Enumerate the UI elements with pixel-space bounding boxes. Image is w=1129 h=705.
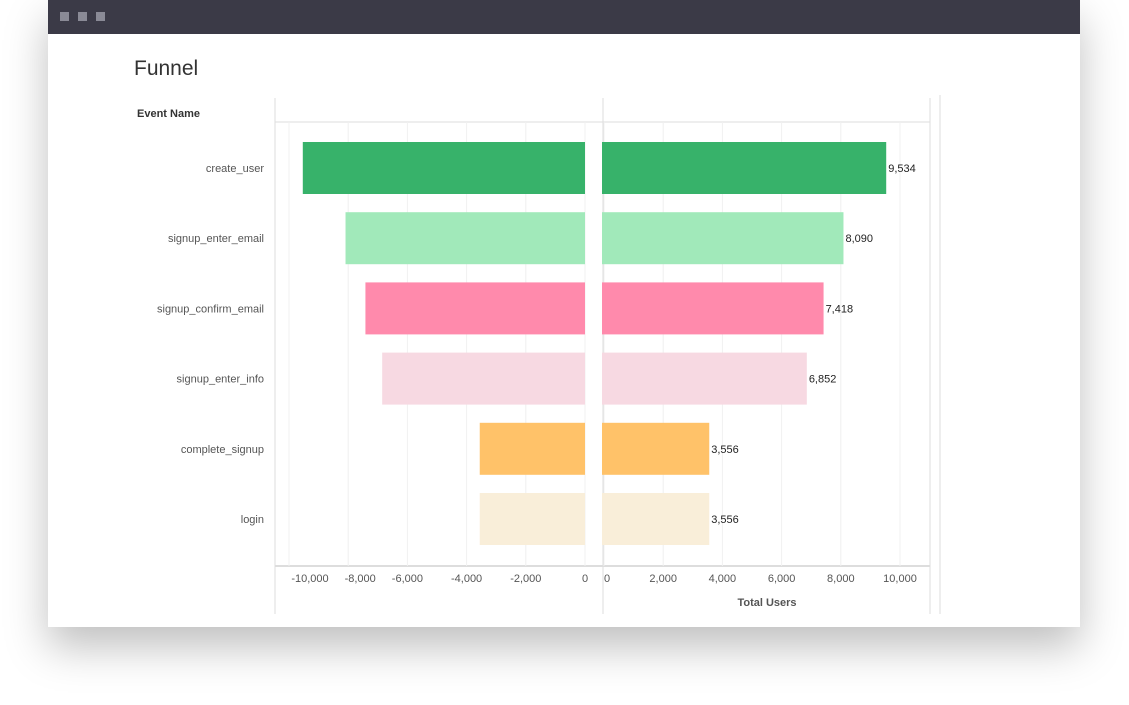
title-bar: [48, 0, 1080, 34]
bar-left: [479, 422, 585, 475]
category-label: create_user: [206, 163, 264, 175]
bar-right: [602, 493, 710, 545]
x-tick-label-right: 8,000: [827, 573, 855, 585]
value-label: 3,556: [711, 514, 739, 526]
x-tick-label-left: -4,000: [451, 573, 482, 585]
bar-left: [479, 493, 585, 545]
bar-left: [365, 282, 585, 335]
value-label: 9,534: [888, 163, 916, 175]
value-label: 7,418: [826, 303, 854, 315]
bar-left: [302, 142, 585, 194]
bar-left: [382, 352, 585, 405]
x-tick-label-right: 0: [604, 573, 610, 585]
bar-right: [602, 352, 807, 405]
window-control-icon[interactable]: [60, 12, 69, 21]
value-label: 8,090: [845, 233, 873, 245]
x-axis-title: Total Users: [737, 597, 796, 609]
x-tick-label-left: -10,000: [291, 573, 328, 585]
x-tick-label-left: -6,000: [392, 573, 423, 585]
category-label: signup_enter_email: [168, 233, 264, 245]
bar-right: [602, 282, 824, 335]
x-tick-label-right: 2,000: [649, 573, 677, 585]
x-tick-label-left: -2,000: [510, 573, 541, 585]
x-tick-label-left: -8,000: [345, 573, 376, 585]
bar-left: [345, 212, 585, 265]
window-control-icon[interactable]: [78, 12, 87, 21]
value-label: 3,556: [711, 444, 739, 456]
category-label: login: [241, 514, 264, 526]
x-tick-label-right: 6,000: [768, 573, 796, 585]
page-title: Funnel: [134, 57, 199, 80]
bar-right: [602, 142, 887, 194]
category-label: signup_confirm_email: [157, 303, 264, 315]
bar-right: [602, 422, 710, 475]
category-label: signup_enter_info: [177, 374, 264, 386]
category-label: complete_signup: [181, 444, 264, 456]
bar-right: [602, 212, 844, 265]
value-label: 6,852: [809, 374, 837, 386]
y-axis-title: Event Name: [137, 108, 200, 120]
x-tick-label-right: 10,000: [883, 573, 917, 585]
window-control-icon[interactable]: [96, 12, 105, 21]
x-tick-label-left: 0: [582, 573, 588, 585]
x-tick-label-right: 4,000: [709, 573, 737, 585]
